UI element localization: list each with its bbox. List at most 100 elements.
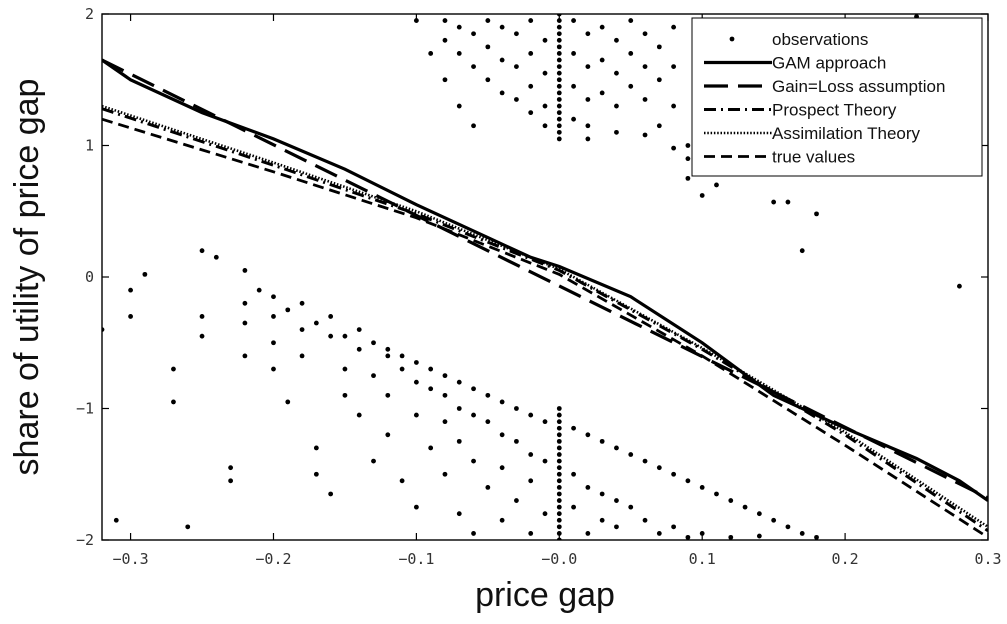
observation-point: [456, 438, 462, 444]
y-axis-label: share of utility of price gap: [8, 79, 46, 476]
observation-point: [542, 123, 548, 129]
observation-point: [213, 254, 219, 260]
observation-point: [556, 136, 562, 142]
legend-box: [691, 17, 983, 177]
observation-point: [585, 64, 591, 69]
observation-point: [556, 70, 562, 76]
legend-label: Prospect Theory: [772, 101, 897, 120]
observation-point: [556, 123, 562, 129]
observation-point: [528, 478, 534, 484]
observation-point: [542, 419, 548, 425]
observation-point: [471, 31, 476, 37]
observation-point: [671, 64, 677, 69]
observation-point: [428, 366, 434, 372]
observation-point: [556, 478, 562, 484]
observation-point: [656, 77, 662, 83]
observation-point: [642, 97, 648, 102]
observation-point: [628, 452, 634, 457]
observation-point: [556, 116, 562, 122]
observation-point: [485, 419, 491, 425]
observation-point: [685, 143, 691, 148]
observation-point: [614, 37, 619, 43]
observation-point: [142, 271, 148, 277]
observation-point: [499, 517, 505, 523]
x-tick-label: 0.1: [689, 550, 716, 568]
observation-point: [556, 103, 562, 109]
observation-point: [514, 97, 519, 102]
observation-point: [599, 57, 605, 63]
observation-point: [556, 524, 562, 530]
x-tick-label: 0.3: [974, 550, 1001, 568]
observation-point: [313, 471, 319, 477]
observation-point: [556, 432, 562, 438]
observation-point: [685, 156, 691, 162]
observation-point: [642, 517, 648, 523]
observation-point: [556, 24, 562, 30]
observation-point: [785, 199, 791, 205]
observation-point: [571, 83, 576, 89]
observation-point: [614, 103, 619, 109]
observation-point: [471, 412, 476, 418]
observation-point: [528, 51, 534, 56]
observation-point: [385, 346, 391, 352]
observation-point: [556, 129, 562, 135]
y-tick-label: 1: [85, 137, 94, 155]
observation-point: [256, 287, 262, 293]
observation-point: [185, 524, 191, 530]
observation-point: [571, 116, 576, 122]
observation-point: [556, 90, 562, 96]
observation-point: [456, 103, 462, 109]
observation-point: [499, 432, 505, 438]
observation-point: [814, 211, 819, 217]
observation-point: [614, 445, 619, 451]
observation-point: [499, 90, 505, 96]
observation-point: [814, 534, 819, 540]
x-tick-label: −0.0: [541, 550, 577, 568]
observation-point: [671, 24, 677, 30]
observation-point: [456, 379, 462, 385]
observation-point: [556, 44, 562, 50]
observation-point: [385, 432, 391, 438]
observation-point: [528, 18, 534, 23]
observation-point: [556, 498, 562, 503]
observation-point: [471, 458, 476, 464]
observation-point: [228, 478, 234, 484]
series-layer: [102, 58, 988, 539]
observation-point: [556, 97, 562, 102]
observation-point: [299, 353, 305, 359]
observation-point: [371, 373, 376, 379]
observation-point: [556, 110, 562, 116]
observation-point: [642, 31, 648, 37]
observation-point: [585, 136, 591, 142]
observation-point: [585, 485, 591, 490]
observation-point: [285, 307, 291, 313]
x-tick-label: −0.3: [113, 550, 149, 568]
observation-point: [299, 327, 305, 332]
observation-point: [442, 77, 448, 83]
observation-point: [685, 478, 691, 484]
observation-point: [714, 491, 719, 497]
observation-point: [342, 392, 348, 398]
observation-point: [599, 24, 605, 30]
observation-point: [199, 314, 205, 319]
observation-point: [699, 193, 705, 198]
observation-point: [585, 531, 591, 536]
observation-point: [413, 504, 419, 510]
observation-point: [542, 70, 548, 76]
observation-point: [599, 90, 605, 96]
observation-point: [742, 504, 748, 510]
observation-point: [442, 18, 448, 23]
observation-point: [628, 504, 634, 510]
legend-label: Gain=Loss assumption: [772, 77, 945, 96]
observation-point: [342, 366, 348, 372]
observation-point: [313, 320, 319, 326]
observation-point: [571, 504, 576, 510]
observation-point: [628, 83, 634, 89]
observation-point: [385, 392, 391, 398]
observation-point: [571, 425, 576, 431]
observation-point: [442, 392, 448, 398]
observation-point: [413, 412, 419, 418]
observation-point: [271, 340, 276, 346]
observation-point: [614, 498, 619, 503]
